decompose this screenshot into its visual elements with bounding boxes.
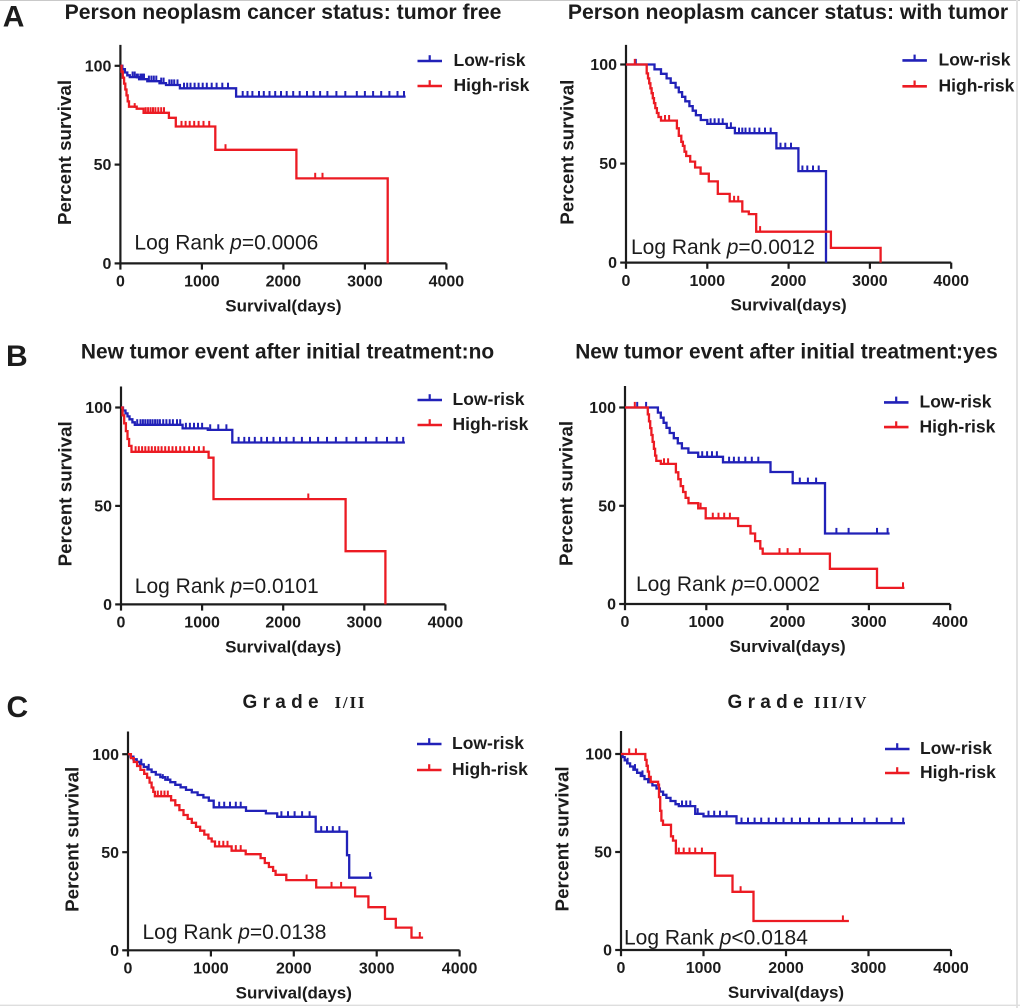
svg-text:Log Rank p=0.0002: Log Rank p=0.0002 (636, 573, 820, 596)
svg-text:3000: 3000 (851, 614, 887, 631)
svg-text:4000: 4000 (429, 274, 465, 291)
svg-text:Survival(days): Survival(days) (225, 637, 341, 656)
svg-text:Low-risk: Low-risk (453, 389, 525, 409)
svg-text:4000: 4000 (933, 273, 969, 290)
svg-text:50: 50 (599, 156, 617, 173)
svg-text:4000: 4000 (428, 615, 464, 632)
svg-text:Percent survival: Percent survival (557, 80, 578, 225)
svg-text:Low-risk: Low-risk (454, 50, 526, 70)
svg-text:Person neoplasm cancer status:: Person neoplasm cancer status: with tumo… (568, 1, 1008, 24)
svg-text:1000: 1000 (184, 274, 220, 291)
svg-text:High-risk: High-risk (452, 759, 528, 779)
svg-text:Low-risk: Low-risk (920, 738, 992, 758)
svg-text:0: 0 (621, 614, 630, 631)
svg-text:0: 0 (124, 961, 133, 978)
svg-text:2000: 2000 (768, 960, 804, 977)
svg-text:1000: 1000 (193, 961, 229, 978)
svg-text:High-risk: High-risk (453, 414, 529, 434)
svg-text:Survival(days): Survival(days) (225, 296, 341, 315)
svg-text:1000: 1000 (184, 615, 220, 632)
svg-text:Grade: Grade (728, 692, 809, 713)
svg-text:Low-risk: Low-risk (920, 392, 992, 412)
svg-text:0: 0 (608, 255, 617, 272)
svg-text:2000: 2000 (771, 273, 807, 290)
svg-text:High-risk: High-risk (454, 75, 530, 95)
svg-text:High-risk: High-risk (920, 762, 996, 782)
svg-text:0: 0 (117, 615, 126, 632)
svg-text:New tumor event after initial: New tumor event after initial treatment:… (81, 341, 494, 364)
svg-text:3000: 3000 (852, 273, 888, 290)
svg-text:Survival(days): Survival(days) (729, 637, 845, 656)
svg-text:50: 50 (94, 157, 112, 174)
svg-text:Survival(days): Survival(days) (236, 983, 352, 1002)
svg-text:III/IV: III/IV (814, 693, 868, 712)
svg-text:2000: 2000 (265, 615, 301, 632)
svg-text:High-risk: High-risk (939, 76, 1015, 96)
svg-text:0: 0 (102, 256, 111, 273)
svg-text:50: 50 (94, 499, 112, 516)
svg-text:100: 100 (85, 400, 112, 417)
svg-text:Survival(days): Survival(days) (728, 983, 844, 1002)
svg-text:4000: 4000 (933, 960, 969, 977)
svg-text:2000: 2000 (770, 614, 806, 631)
svg-text:0: 0 (116, 274, 125, 291)
svg-text:0: 0 (603, 943, 612, 960)
svg-text:Low-risk: Low-risk (452, 733, 524, 753)
svg-text:Log Rank p=0.0101: Log Rank p=0.0101 (135, 575, 319, 598)
svg-text:Percent survival: Percent survival (54, 80, 75, 225)
svg-text:0: 0 (110, 943, 119, 960)
svg-text:I/II: I/II (335, 693, 367, 712)
svg-text:100: 100 (85, 58, 112, 75)
svg-text:Log Rank p<0.0184: Log Rank p<0.0184 (624, 927, 808, 950)
svg-text:Percent survival: Percent survival (54, 421, 75, 566)
svg-text:3000: 3000 (359, 961, 395, 978)
svg-text:100: 100 (590, 57, 617, 74)
svg-text:A: A (3, 1, 25, 34)
svg-text:New tumor event after initial: New tumor event after initial treatment:… (575, 341, 998, 364)
svg-text:3000: 3000 (347, 274, 383, 291)
svg-text:50: 50 (594, 845, 612, 862)
svg-text:4000: 4000 (442, 961, 478, 978)
svg-text:2000: 2000 (276, 961, 312, 978)
svg-text:50: 50 (598, 498, 616, 515)
svg-text:1000: 1000 (689, 614, 725, 631)
svg-text:100: 100 (585, 747, 612, 764)
svg-text:High-risk: High-risk (920, 416, 996, 436)
svg-text:C: C (7, 691, 29, 724)
svg-text:0: 0 (617, 960, 626, 977)
svg-text:100: 100 (92, 747, 119, 764)
svg-text:50: 50 (101, 845, 119, 862)
svg-text:Grade: Grade (243, 692, 324, 713)
svg-text:Log Rank p=0.0138: Log Rank p=0.0138 (143, 921, 327, 944)
svg-text:3000: 3000 (347, 615, 383, 632)
svg-text:2000: 2000 (266, 274, 302, 291)
svg-text:1000: 1000 (686, 960, 722, 977)
svg-text:Low-risk: Low-risk (939, 50, 1011, 70)
svg-text:Percent survival: Percent survival (552, 766, 573, 911)
svg-text:Log Rank p=0.0012: Log Rank p=0.0012 (631, 236, 815, 259)
svg-text:0: 0 (622, 273, 631, 290)
svg-text:Log Rank p=0.0006: Log Rank p=0.0006 (134, 232, 318, 255)
svg-text:0: 0 (103, 597, 112, 614)
svg-text:0: 0 (607, 597, 616, 614)
svg-text:1000: 1000 (690, 273, 726, 290)
svg-text:100: 100 (589, 400, 616, 417)
svg-text:Person neoplasm cancer status:: Person neoplasm cancer status: tumor fre… (65, 1, 502, 24)
svg-text:Percent survival: Percent survival (556, 421, 577, 566)
svg-text:B: B (6, 340, 28, 373)
svg-text:Percent survival: Percent survival (61, 767, 82, 912)
svg-text:4000: 4000 (932, 614, 968, 631)
svg-text:3000: 3000 (851, 960, 887, 977)
svg-text:Survival(days): Survival(days) (730, 296, 846, 315)
